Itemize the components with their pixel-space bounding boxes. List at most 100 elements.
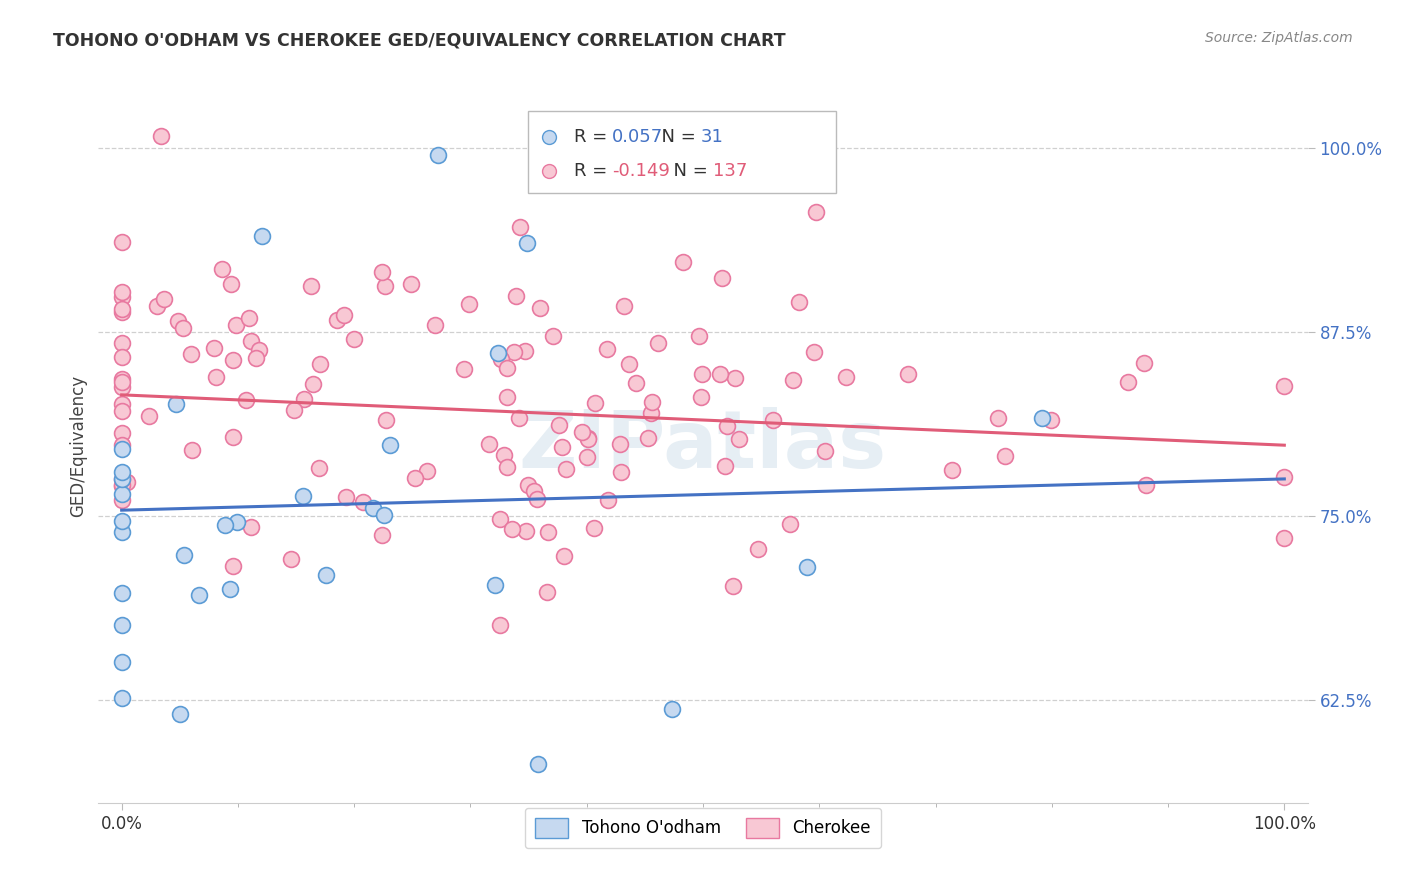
Point [239, 520, 262, 534]
Point [1272, 469, 1295, 483]
Point [180, 347, 202, 361]
Point [299, 279, 322, 293]
Point [111, 478, 134, 492]
Text: -0.149: -0.149 [612, 162, 671, 180]
Point [211, 262, 233, 277]
Point [326, 312, 349, 326]
Point [111, 442, 134, 456]
Point [111, 350, 134, 364]
Point [401, 277, 423, 292]
Point [1272, 531, 1295, 545]
Point [115, 475, 138, 490]
Point [146, 299, 169, 313]
Point [292, 392, 315, 406]
Point [342, 332, 364, 346]
Point [527, 757, 550, 772]
Point [515, 524, 537, 538]
Point [202, 341, 225, 355]
Point [111, 397, 134, 411]
Point [551, 440, 574, 454]
Text: N =: N = [650, 128, 702, 146]
Point [583, 395, 606, 409]
Point [724, 371, 747, 385]
Point [309, 357, 332, 371]
Point [547, 417, 569, 432]
Point [595, 342, 617, 356]
Text: 31: 31 [700, 128, 724, 146]
Point [516, 236, 538, 251]
Point [219, 277, 242, 291]
Point [423, 318, 446, 332]
Point [779, 516, 801, 531]
Text: R =: R = [574, 128, 613, 146]
Point [941, 463, 963, 477]
Point [245, 351, 267, 365]
Point [987, 410, 1010, 425]
Point [373, 508, 395, 523]
Point [111, 690, 134, 705]
Point [689, 390, 711, 404]
Point [502, 344, 524, 359]
Point [111, 404, 134, 418]
Point [647, 336, 669, 351]
Point [111, 301, 134, 316]
Text: 137: 137 [713, 162, 747, 180]
Point [690, 368, 713, 382]
Point [165, 397, 187, 411]
Point [727, 432, 749, 446]
Point [714, 459, 737, 474]
Point [495, 391, 517, 405]
Point [710, 270, 733, 285]
Point [149, 129, 172, 144]
Point [517, 478, 540, 492]
Point [796, 560, 818, 574]
Point [529, 301, 551, 316]
Point [1133, 356, 1156, 370]
Point [416, 464, 439, 478]
Text: Source: ZipAtlas.com: Source: ZipAtlas.com [1205, 31, 1353, 45]
Point [575, 450, 598, 464]
Point [994, 450, 1017, 464]
Point [308, 461, 330, 475]
Point [111, 472, 134, 486]
Point [111, 525, 134, 540]
Point [609, 437, 631, 451]
Point [523, 483, 546, 498]
Point [1272, 379, 1295, 393]
Text: 0.057: 0.057 [612, 128, 664, 146]
FancyBboxPatch shape [527, 111, 837, 193]
Point [111, 372, 134, 386]
Point [458, 297, 481, 311]
Point [180, 442, 202, 457]
Point [333, 308, 356, 322]
Point [453, 361, 475, 376]
Point [496, 459, 519, 474]
Point [250, 229, 273, 244]
Point [378, 438, 401, 452]
Point [716, 418, 738, 433]
Point [709, 368, 731, 382]
Point [111, 487, 134, 501]
Point [111, 655, 134, 669]
Point [214, 517, 236, 532]
Point [222, 559, 245, 574]
Point [111, 618, 134, 632]
Point [835, 370, 858, 384]
Point [172, 321, 194, 335]
Point [489, 512, 512, 526]
Point [291, 489, 314, 503]
Point [374, 279, 396, 293]
Point [782, 373, 804, 387]
Point [637, 431, 659, 445]
Point [641, 394, 664, 409]
Point [153, 292, 176, 306]
Point [619, 357, 641, 371]
Point [596, 492, 619, 507]
Point [537, 525, 560, 540]
Point [222, 352, 245, 367]
Point [661, 702, 683, 716]
Point [1116, 376, 1139, 390]
Point [225, 515, 247, 529]
Point [553, 549, 575, 564]
Y-axis label: GED/Equivalency: GED/Equivalency [69, 375, 87, 517]
